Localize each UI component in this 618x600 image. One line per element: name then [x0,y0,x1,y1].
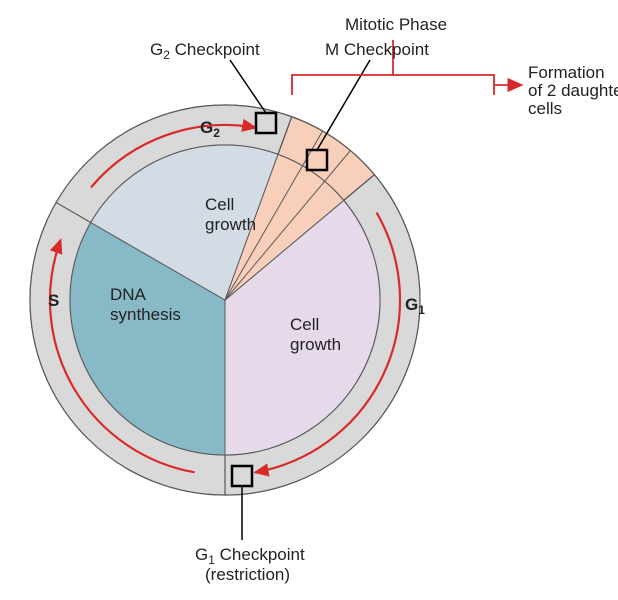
g2-checkpoint-label: G2 Checkpoint [150,40,260,62]
m-leader [317,60,370,150]
mitotic-phase-label: Mitotic Phase [345,15,447,34]
g1-label: G1 [405,295,425,317]
m-checkpoint-label: M Checkpoint [325,40,429,59]
cell-cycle-diagram: G1 S G2 Cellgrowth DNAsynthesis Cellgrow… [0,0,618,600]
s-label: S [48,291,59,310]
formation-label: Formation of 2 daughter cells [528,63,618,118]
g1-checkpoint-label: G1 Checkpoint [195,545,305,567]
g1-restriction-label: (restriction) [205,565,290,584]
mitotic-bracket [292,75,494,95]
